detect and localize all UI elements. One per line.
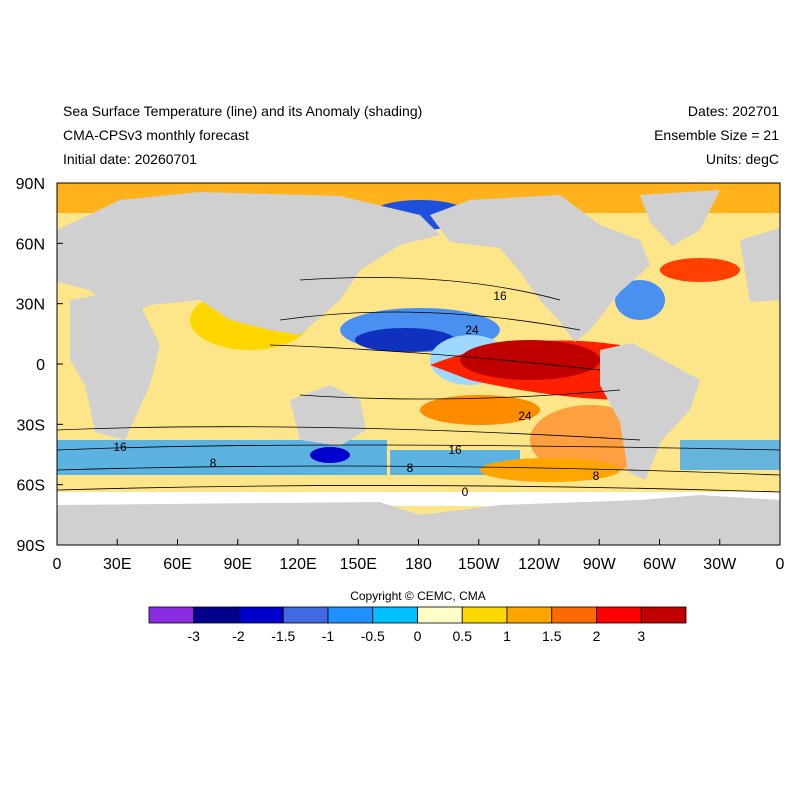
colorbar-box (506, 606, 553, 624)
colorbar-box (372, 606, 418, 624)
land (57, 190, 780, 545)
colorbar-label: -1 (322, 628, 335, 644)
x-tick-label: 0 (53, 556, 62, 573)
x-tick-label: 120W (518, 556, 561, 573)
map: 16 24 24 16 16 8 0 8 8 (57, 183, 780, 545)
colorbar-box (238, 606, 284, 624)
colorbar-box (461, 606, 508, 624)
copyright: Copyright © CEMC, CMA (350, 589, 486, 603)
contour-label: 24 (518, 409, 532, 423)
y-tick-label: 60N (16, 236, 45, 253)
colorbar-box (551, 606, 597, 624)
x-tick-label: 150E (340, 556, 377, 573)
colorbar-label: 1.5 (542, 628, 562, 644)
colorbar-label: 3 (637, 628, 645, 644)
x-tick-label: 0 (776, 556, 785, 573)
colorbar-box (193, 606, 239, 624)
contour-label: 8 (407, 461, 414, 475)
dates: Dates: 202701 (688, 103, 779, 119)
y-tick-label: 90N (16, 176, 45, 193)
x-tick-label: 30E (103, 556, 131, 573)
colorbar-label: 1 (503, 628, 511, 644)
x-tick-label: 60W (643, 556, 677, 573)
x-tick-label: 30W (703, 556, 737, 573)
contour-label: 8 (593, 469, 600, 483)
contour-label: 16 (113, 440, 127, 454)
subtitle: CMA-CPSv3 monthly forecast (63, 127, 249, 143)
x-tick-label: 150W (458, 556, 501, 573)
colorbar-label: 0 (414, 628, 422, 644)
title: Sea Surface Temperature (line) and its A… (63, 103, 422, 119)
colorbar-box (327, 606, 374, 624)
colorbar-label: -0.5 (361, 628, 385, 644)
contour-label: 0 (462, 485, 469, 499)
colorbar-label: 2 (593, 628, 601, 644)
units: Units: degC (706, 151, 779, 167)
colorbar-box (148, 606, 195, 624)
colorbar-box (640, 606, 687, 624)
colorbar-box (417, 606, 463, 624)
contour-label: 8 (210, 456, 217, 470)
colorbar-label: -2 (232, 628, 245, 644)
x-tick-label: 60E (163, 556, 191, 573)
x-tick-label: 90W (583, 556, 617, 573)
contours (57, 277, 780, 493)
colorbar-box (282, 606, 329, 624)
initial-date: Initial date: 20260701 (63, 151, 197, 167)
colorbar-label: -3 (188, 628, 201, 644)
contour-label: 16 (448, 443, 462, 457)
y-tick-label: 30N (16, 297, 45, 314)
contour-label: 16 (493, 289, 507, 303)
y-tick-label: 60S (17, 478, 45, 495)
colorbar-label: 0.5 (453, 628, 473, 644)
contour-label: 24 (465, 323, 479, 337)
x-tick-label: 120E (279, 556, 316, 573)
colorbar-label: -1.5 (271, 628, 295, 644)
x-tick-label: 90E (224, 556, 252, 573)
y-tick-label: 0 (36, 357, 45, 374)
ensemble-size: Ensemble Size = 21 (654, 127, 779, 143)
y-tick-label: 90S (17, 538, 45, 555)
colorbar-box (596, 606, 642, 624)
y-tick-label: 30S (17, 417, 45, 434)
x-tick-label: 180 (405, 556, 432, 573)
